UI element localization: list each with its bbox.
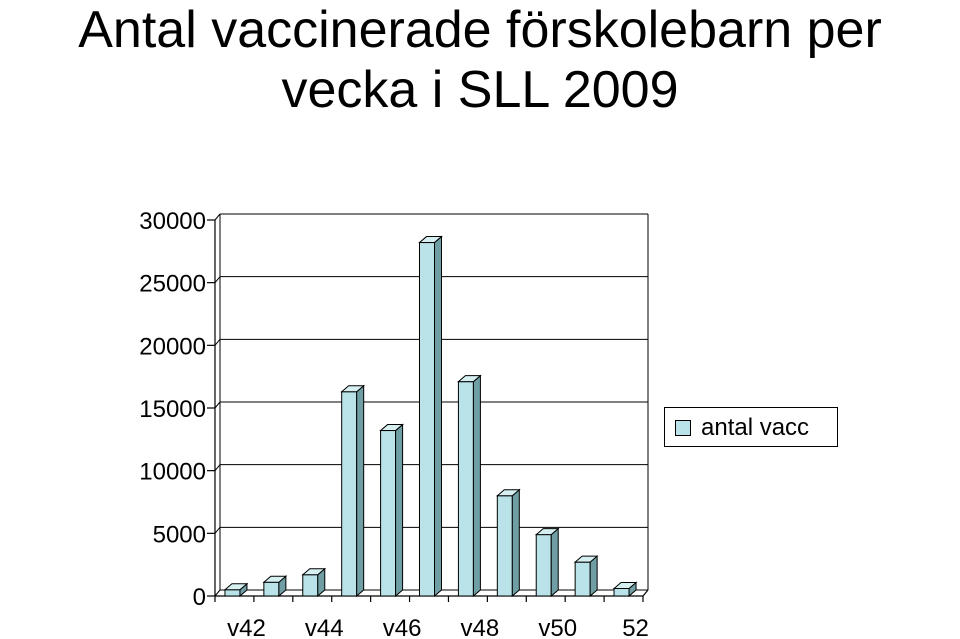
legend-swatch (675, 420, 691, 436)
bar-side-v51 (589, 555, 598, 598)
x-tick-label: v42 (227, 615, 266, 639)
side-wall-line (214, 339, 221, 346)
floor-right-edge (642, 589, 649, 597)
bar-top-v48 (457, 375, 482, 383)
bar-top-v46 (379, 424, 404, 432)
x-tick-label: v44 (305, 615, 344, 639)
side-wall-line (214, 276, 221, 283)
legend-label: antal vacc (701, 414, 810, 441)
side-wall-line (214, 464, 221, 471)
y-tick-label: 5000 (153, 521, 206, 548)
bar-52 (613, 587, 630, 597)
bar-top-v47 (418, 236, 443, 244)
bar-v48 (457, 381, 474, 597)
chart-title: Antal vaccinerade förskolebarn per vecka… (0, 0, 960, 120)
y-tick-label: 25000 (139, 271, 206, 298)
bar-side-v48 (472, 374, 481, 598)
side-wall-line (214, 213, 221, 221)
x-tick-label: v46 (383, 615, 422, 639)
bar-side-v47 (434, 235, 442, 598)
x-tick-label: 52 (622, 615, 649, 639)
y-tick-label: 20000 (139, 333, 206, 360)
bar-v45 (341, 391, 358, 597)
y-tick-label: 10000 (139, 459, 206, 486)
chart-title-line-1: Antal vaccinerade förskolebarn per (78, 1, 882, 59)
chart-title-line-2: vecka i SLL 2009 (281, 61, 679, 119)
bar-top-v45 (340, 385, 366, 393)
bar-top-v43 (262, 575, 288, 583)
side-wall-line (214, 527, 221, 534)
bar-side-v45 (356, 384, 365, 598)
bar-v50 (535, 534, 552, 597)
side-wall-line (214, 401, 221, 409)
bar-top-v44 (301, 568, 327, 576)
bar-side-v46 (395, 423, 404, 598)
bar-v47 (419, 242, 435, 597)
bar-top-v42 (223, 583, 249, 591)
side-wall-line (214, 589, 221, 597)
y-tick-label: 15000 (139, 396, 206, 423)
x-tick-label: v50 (538, 615, 577, 639)
bar-v42 (224, 589, 241, 597)
x-tick-label: v48 (461, 615, 500, 639)
bar-top-v50 (534, 528, 560, 536)
bar-side-v50 (550, 527, 559, 598)
y-tick-label: 30000 (139, 208, 206, 235)
bar-v43 (263, 581, 280, 597)
bar-top-v49 (495, 489, 521, 497)
bar-v51 (574, 561, 591, 597)
legend: antal vacc (664, 407, 838, 447)
bar-v46 (380, 430, 397, 597)
y-tick-label: 0 (193, 584, 206, 611)
bar-top-52 (612, 581, 638, 589)
bar-v49 (496, 495, 513, 597)
bar-top-v51 (573, 555, 599, 563)
bar-side-v49 (511, 488, 520, 598)
bar-v44 (302, 574, 319, 597)
